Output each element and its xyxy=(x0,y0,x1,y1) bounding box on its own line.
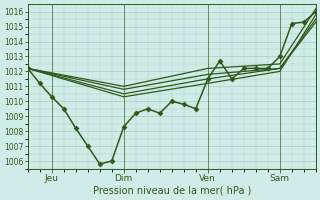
X-axis label: Pression niveau de la mer( hPa ): Pression niveau de la mer( hPa ) xyxy=(92,186,251,196)
